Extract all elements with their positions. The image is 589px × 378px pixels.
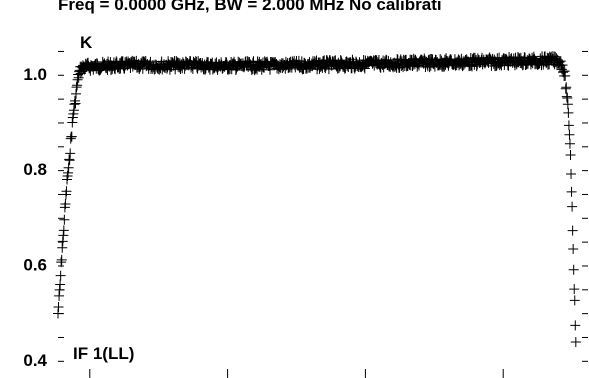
data-point: [57, 236, 68, 247]
data-point: [71, 82, 82, 93]
data-point: [561, 82, 572, 93]
data-point: [359, 63, 370, 74]
data-point: [57, 242, 68, 253]
data-point: [54, 290, 65, 301]
data-point: [560, 70, 571, 81]
data-point: [568, 244, 579, 255]
data-point: [58, 225, 69, 236]
data-point: [64, 154, 75, 165]
data-point: [570, 337, 581, 348]
data-point: [59, 214, 70, 225]
y-tick-label: 0.6: [23, 255, 47, 274]
data-point: [556, 64, 567, 75]
data-point: [67, 117, 78, 128]
data-point: [566, 186, 577, 197]
data-point: [568, 264, 579, 275]
data-point: [559, 66, 570, 77]
data-point: [69, 95, 80, 106]
data-point: [63, 167, 74, 178]
data-point: [53, 302, 64, 313]
data-point: [53, 308, 63, 319]
data-point: [381, 54, 392, 65]
y-tick-label: 0.8: [23, 160, 47, 179]
annotation-if: IF 1(LL): [73, 344, 134, 363]
y-axis-ticks: [58, 50, 588, 362]
data-point: [55, 270, 66, 281]
data-point: [570, 320, 581, 331]
data-point: [569, 295, 580, 306]
data-point: [569, 284, 580, 295]
data-point: [63, 162, 74, 173]
data-point: [381, 55, 392, 66]
chart-title: Freq = 0.0000 GHz, BW = 2.000 MHz No cal…: [58, 0, 442, 14]
data-point: [562, 99, 573, 110]
data-points: [53, 51, 581, 348]
data-point: [514, 54, 525, 65]
data-point: [563, 107, 574, 118]
data-point: [399, 55, 410, 66]
data-point: [65, 148, 76, 159]
data-point: [61, 186, 72, 197]
data-point: [68, 105, 79, 116]
data-point: [64, 155, 75, 166]
annotation-k: K: [80, 33, 93, 52]
data-point: [56, 257, 67, 268]
data-point: [70, 98, 81, 109]
data-point: [560, 83, 571, 94]
data-point: [564, 138, 575, 149]
data-point: [563, 120, 574, 131]
data-point: [567, 201, 578, 212]
data-point: [567, 225, 578, 236]
data-point: [65, 133, 76, 144]
data-point: [561, 91, 572, 102]
y-tick-label: 1.0: [23, 65, 47, 84]
data-point: [56, 254, 67, 265]
y-tick-label: 0.4: [23, 351, 47, 370]
data-point: [71, 88, 82, 99]
data-point: [58, 230, 69, 241]
data-point: [72, 74, 83, 85]
data-point: [73, 72, 84, 83]
x-axis-ticks: [89, 369, 504, 378]
data-point: [55, 279, 66, 290]
data-point: [66, 131, 77, 142]
data-point: [566, 169, 577, 180]
data-point: [562, 92, 573, 103]
data-point: [72, 80, 83, 91]
data-point: [564, 129, 575, 140]
data-point: [565, 149, 576, 160]
data-point: [435, 54, 446, 65]
data-point: [54, 284, 65, 295]
y-axis-labels: 0.4 0.6 0.8 1.0: [23, 65, 47, 370]
data-point: [113, 62, 124, 73]
data-point: [335, 55, 346, 66]
data-point: [265, 64, 275, 75]
data-point: [557, 60, 568, 71]
data-point: [555, 56, 566, 67]
data-point: [60, 198, 71, 209]
